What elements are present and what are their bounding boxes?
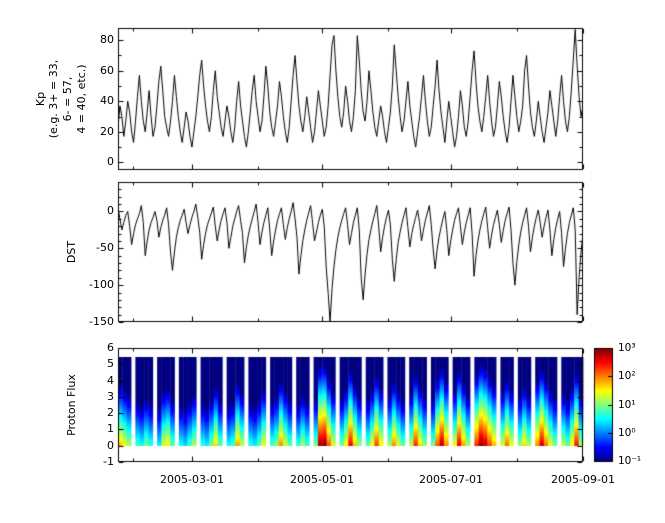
kp-y-tick-label: 0 xyxy=(107,155,114,168)
proton-flux-y-tick-label: 4 xyxy=(107,374,114,387)
colorbar-tick-label: 10⁻¹ xyxy=(618,455,642,467)
dst-y-tick-label: 0 xyxy=(107,204,114,217)
kp-y-tick-label: 20 xyxy=(100,125,114,138)
proton-flux-y-tick-label: -1 xyxy=(103,455,114,468)
colorbar-tick-label: 10¹ xyxy=(618,399,636,411)
proton-flux-y-tick-label: 1 xyxy=(107,422,114,435)
colorbar-tick-label: 10⁰ xyxy=(618,427,636,439)
dst-y-tick-label: -50 xyxy=(96,241,114,254)
colorbar-tick-label: 10² xyxy=(618,370,636,382)
kp-axis-label-line1: Kp xyxy=(33,91,47,107)
kp-axis-label-line2: (e.g. 3+ = 33, xyxy=(47,59,61,139)
x-tick-label: 2005-03-01 xyxy=(160,473,224,486)
colorbar-tick-label: 10³ xyxy=(618,342,636,354)
x-tick-label: 2005-05-01 xyxy=(290,473,354,486)
proton-flux-y-tick-label: 2 xyxy=(107,406,114,419)
dst-y-tick-label: -150 xyxy=(89,315,114,328)
proton-flux-y-tick-label: 5 xyxy=(107,357,114,370)
kp-y-tick-label: 80 xyxy=(100,33,114,46)
proton-flux-y-tick-label: 3 xyxy=(107,390,114,403)
x-tick-label: 2005-09-01 xyxy=(551,473,615,486)
kp-y-tick-label: 60 xyxy=(100,64,114,77)
kp-y-tick-label: 40 xyxy=(100,94,114,107)
proton-flux-y-tick-label: 6 xyxy=(107,341,114,354)
proton-flux-y-tick-label: 0 xyxy=(107,439,114,452)
x-tick-label: 2005-07-01 xyxy=(419,473,483,486)
dst-y-tick-label: -100 xyxy=(89,278,114,291)
